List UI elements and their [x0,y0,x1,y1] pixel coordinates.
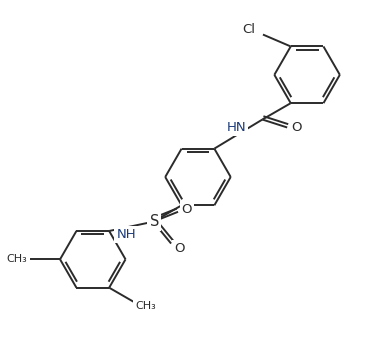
Text: O: O [291,121,301,134]
Text: S: S [149,214,159,229]
Text: CH₃: CH₃ [6,254,27,264]
Text: O: O [174,242,184,255]
Text: Cl: Cl [242,23,256,36]
Text: CH₃: CH₃ [135,301,156,311]
Text: NH: NH [117,228,136,241]
Text: O: O [182,203,192,216]
Text: HN: HN [227,121,246,134]
